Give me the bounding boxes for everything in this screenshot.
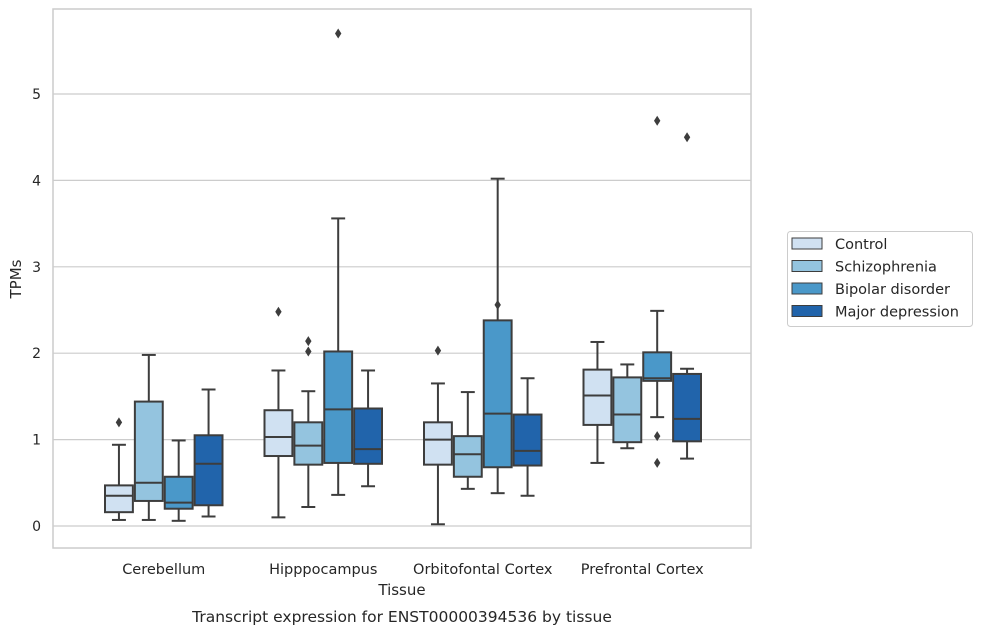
box-bipolar-disorder — [163, 439, 194, 522]
outlier-point — [653, 457, 661, 468]
box-schizophrenia — [452, 391, 483, 490]
box-schizophrenia — [133, 353, 164, 521]
x-tick-label: Cerebellum — [122, 562, 205, 578]
legend-swatch — [791, 237, 823, 250]
y-tick-label: 2 — [32, 346, 41, 362]
outlier-point — [334, 28, 342, 39]
grid-layer — [53, 93, 751, 527]
iqr-box — [612, 376, 643, 444]
iqr-box — [323, 350, 354, 464]
x-axis-label: Tissue — [377, 581, 425, 599]
iqr-box — [163, 475, 194, 510]
box-schizophrenia — [293, 336, 324, 508]
iqr-box — [642, 351, 673, 382]
outlier-point — [653, 115, 661, 126]
box-control — [104, 417, 134, 521]
y-tick-label: 5 — [32, 87, 41, 103]
iqr-box — [452, 435, 483, 478]
box-schizophrenia — [612, 363, 643, 450]
legend-swatch — [791, 305, 823, 317]
box-control — [263, 306, 294, 519]
iqr-box — [104, 484, 134, 514]
legend-swatch — [791, 260, 823, 272]
iqr-box — [263, 409, 294, 458]
outlier-point — [434, 345, 442, 356]
legend-swatch — [791, 282, 823, 295]
legend-label: Bipolar disorder — [835, 282, 950, 298]
y-tick-label: 0 — [32, 519, 41, 535]
outlier-point — [115, 417, 123, 428]
box-control — [582, 340, 613, 464]
box-major-depression — [672, 132, 702, 460]
legend-label: Control — [835, 237, 887, 253]
box-bipolar-disorder — [323, 28, 354, 496]
iqr-box — [582, 368, 613, 426]
outlier-point — [653, 431, 661, 442]
iqr-box — [133, 400, 164, 502]
x-tick-label: Hipppocampus — [269, 562, 377, 578]
legend-label: Schizophrenia — [835, 260, 937, 276]
legend-label: Major depression — [835, 305, 959, 321]
iqr-box — [512, 413, 543, 467]
box-major-depression — [353, 369, 383, 488]
outlier-point — [494, 299, 501, 310]
chart-caption: Transcript expression for ENST0000039453… — [191, 608, 612, 626]
box-major-depression — [193, 388, 224, 518]
y-tick-label: 1 — [32, 433, 41, 449]
box-major-depression — [512, 377, 543, 497]
plot-frame — [52, 8, 752, 549]
outlier-point — [683, 132, 691, 143]
iqr-box — [482, 319, 513, 469]
box-bipolar-disorder — [642, 115, 673, 468]
box-layer — [104, 28, 702, 526]
iqr-box — [353, 407, 383, 465]
legend-frame — [787, 231, 973, 327]
outlier-point — [305, 346, 312, 357]
y-tick-label: 4 — [32, 173, 41, 189]
legend: Control Schizophrenia Bipolar disorder Majo… — [787, 231, 973, 327]
x-tick-label: Orbitofontal Cortex — [413, 562, 553, 578]
y-tick-label: 3 — [32, 260, 41, 276]
outlier-point — [275, 306, 282, 317]
box-bipolar-disorder — [482, 177, 513, 495]
box-control — [423, 345, 453, 526]
iqr-box — [672, 372, 702, 443]
x-tick-label: Prefrontal Cortex — [581, 562, 704, 578]
iqr-box — [423, 421, 453, 466]
iqr-box — [293, 421, 324, 466]
iqr-box — [193, 434, 224, 507]
outlier-point — [305, 336, 312, 347]
y-axis-label: TPMs — [7, 259, 25, 299]
axis-layer: 0 1 2 3 4 5 Cerebellum Hipppocampus Orbitofontal… — [32, 87, 704, 578]
